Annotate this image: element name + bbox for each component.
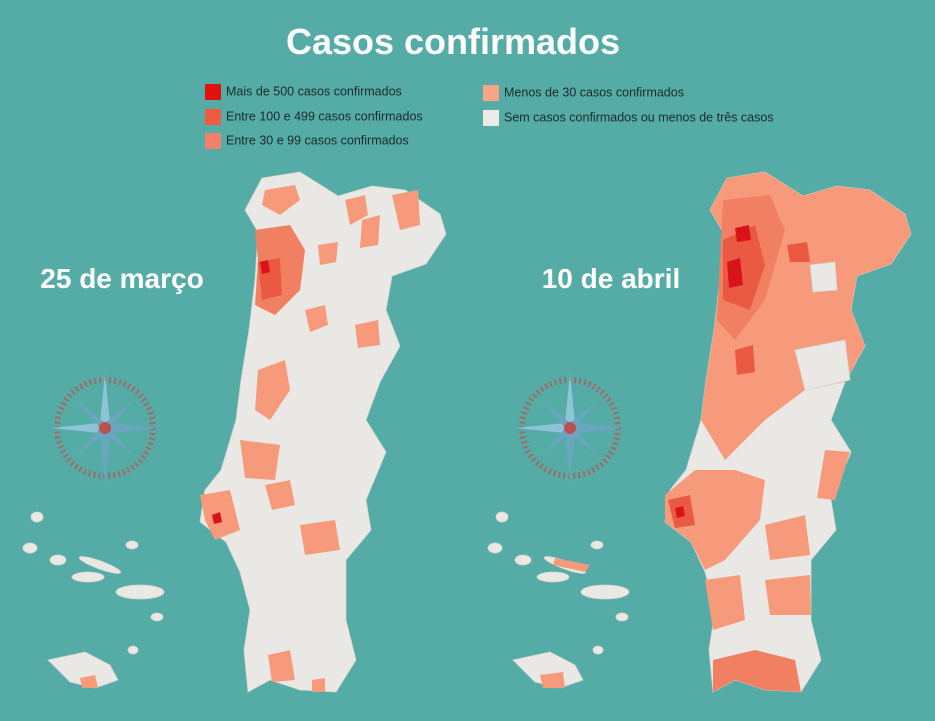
title: Casos confirmados (286, 21, 620, 62)
islands (487, 511, 630, 689)
islands (22, 511, 165, 689)
legend-label: Entre 30 e 99 casos confirmados (226, 133, 409, 147)
legend-swatch (205, 133, 221, 149)
compass (50, 373, 160, 483)
map-label: 10 de abril (542, 263, 681, 294)
legend-label: Entre 100 e 499 casos confirmados (226, 109, 423, 123)
map-april: 10 de abril (487, 171, 912, 693)
legend-swatch (205, 109, 221, 125)
compass (515, 373, 625, 483)
legend-swatch (483, 85, 499, 101)
map-label: 25 de março (40, 263, 203, 294)
regions (540, 172, 911, 692)
regions (80, 185, 420, 692)
legend-label: Sem casos confirmados ou menos de três c… (504, 110, 774, 124)
legend-label: Menos de 30 casos confirmados (504, 85, 684, 99)
map-march: 25 de março (22, 171, 447, 693)
legend: Mais de 500 casos confirmados Entre 100 e… (205, 84, 774, 149)
legend-swatch (483, 110, 499, 126)
legend-label: Mais de 500 casos confirmados (226, 84, 402, 98)
legend-swatch (205, 84, 221, 100)
